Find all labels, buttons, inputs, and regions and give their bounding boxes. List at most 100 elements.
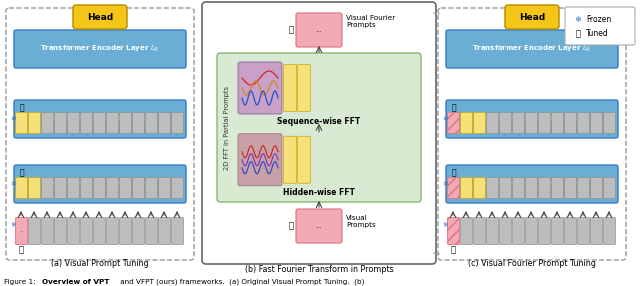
Text: 2D FFT in Partial Prompts: 2D FFT in Partial Prompts <box>224 86 230 170</box>
FancyBboxPatch shape <box>159 178 170 198</box>
Text: Head: Head <box>519 13 545 21</box>
Text: ❄: ❄ <box>442 116 448 122</box>
FancyBboxPatch shape <box>145 178 157 198</box>
FancyBboxPatch shape <box>604 112 616 134</box>
FancyBboxPatch shape <box>538 217 550 245</box>
FancyBboxPatch shape <box>461 178 472 198</box>
FancyBboxPatch shape <box>298 136 310 183</box>
FancyBboxPatch shape <box>120 217 131 245</box>
FancyBboxPatch shape <box>106 217 118 245</box>
FancyBboxPatch shape <box>525 112 538 134</box>
FancyBboxPatch shape <box>296 209 342 243</box>
Text: Tuned: Tuned <box>586 29 609 39</box>
FancyBboxPatch shape <box>14 100 186 138</box>
FancyBboxPatch shape <box>238 134 282 186</box>
FancyBboxPatch shape <box>513 178 525 198</box>
Text: ❄: ❄ <box>442 222 448 228</box>
FancyBboxPatch shape <box>93 217 106 245</box>
FancyBboxPatch shape <box>446 30 618 68</box>
Text: (c) Visual Fourier Prompt Tuning: (c) Visual Fourier Prompt Tuning <box>468 259 596 269</box>
Text: ...: ... <box>526 78 538 88</box>
FancyBboxPatch shape <box>474 217 486 245</box>
FancyBboxPatch shape <box>42 178 54 198</box>
FancyBboxPatch shape <box>106 112 118 134</box>
FancyBboxPatch shape <box>564 217 577 245</box>
FancyBboxPatch shape <box>486 112 499 134</box>
FancyBboxPatch shape <box>67 112 79 134</box>
FancyBboxPatch shape <box>577 178 589 198</box>
Text: 🔥: 🔥 <box>575 29 580 39</box>
FancyBboxPatch shape <box>577 217 589 245</box>
Text: ...: ... <box>316 27 323 33</box>
Text: Visual
Prompts: Visual Prompts <box>346 215 376 229</box>
FancyBboxPatch shape <box>486 178 499 198</box>
FancyBboxPatch shape <box>145 217 157 245</box>
FancyBboxPatch shape <box>42 112 54 134</box>
Text: Transformer Encoder Layer $L_2$: Transformer Encoder Layer $L_2$ <box>473 114 591 124</box>
Text: Sequence-wise FFT: Sequence-wise FFT <box>277 116 360 126</box>
FancyBboxPatch shape <box>15 178 28 198</box>
Text: Hidden-wise FFT: Hidden-wise FFT <box>283 188 355 197</box>
Text: ❄: ❄ <box>442 181 448 187</box>
FancyBboxPatch shape <box>29 178 40 198</box>
Text: Transformer Encoder Layer $L_1$: Transformer Encoder Layer $L_1$ <box>41 179 159 189</box>
FancyBboxPatch shape <box>172 112 184 134</box>
Text: Frozen: Frozen <box>586 15 611 23</box>
FancyBboxPatch shape <box>29 112 40 134</box>
FancyBboxPatch shape <box>54 217 67 245</box>
FancyBboxPatch shape <box>461 112 472 134</box>
FancyBboxPatch shape <box>474 178 486 198</box>
FancyBboxPatch shape <box>172 178 184 198</box>
FancyBboxPatch shape <box>446 165 618 203</box>
Text: ❄: ❄ <box>10 222 16 228</box>
FancyBboxPatch shape <box>577 112 589 134</box>
Text: 🔥: 🔥 <box>19 245 24 255</box>
Text: ...: ... <box>20 186 24 190</box>
FancyBboxPatch shape <box>81 217 93 245</box>
FancyBboxPatch shape <box>513 217 525 245</box>
FancyBboxPatch shape <box>67 217 79 245</box>
FancyBboxPatch shape <box>159 217 170 245</box>
Text: Transformer Encoder Layer $L_2$: Transformer Encoder Layer $L_2$ <box>41 114 159 124</box>
Text: Head: Head <box>87 13 113 21</box>
FancyBboxPatch shape <box>15 217 28 245</box>
FancyBboxPatch shape <box>159 112 170 134</box>
FancyBboxPatch shape <box>552 112 563 134</box>
FancyBboxPatch shape <box>81 178 93 198</box>
Text: 🔥: 🔥 <box>19 104 24 112</box>
FancyBboxPatch shape <box>14 30 186 68</box>
FancyBboxPatch shape <box>15 112 28 134</box>
FancyBboxPatch shape <box>564 112 577 134</box>
Text: Transformer Encoder Layer $L_N$: Transformer Encoder Layer $L_N$ <box>472 44 592 54</box>
FancyBboxPatch shape <box>591 217 602 245</box>
FancyBboxPatch shape <box>284 136 296 183</box>
FancyBboxPatch shape <box>604 178 616 198</box>
FancyBboxPatch shape <box>604 217 616 245</box>
Text: ...: ... <box>316 223 323 229</box>
Text: Overview of VPT: Overview of VPT <box>42 279 109 285</box>
FancyBboxPatch shape <box>505 5 559 29</box>
FancyBboxPatch shape <box>446 100 618 138</box>
FancyBboxPatch shape <box>513 112 525 134</box>
FancyBboxPatch shape <box>120 112 131 134</box>
FancyBboxPatch shape <box>54 178 67 198</box>
Text: 🔥: 🔥 <box>451 104 456 112</box>
FancyBboxPatch shape <box>499 178 511 198</box>
Text: 🔥: 🔥 <box>451 168 456 178</box>
FancyBboxPatch shape <box>67 178 79 198</box>
Text: ❄: ❄ <box>10 181 16 187</box>
FancyBboxPatch shape <box>93 112 106 134</box>
FancyBboxPatch shape <box>591 112 602 134</box>
FancyBboxPatch shape <box>54 112 67 134</box>
FancyBboxPatch shape <box>499 217 511 245</box>
FancyBboxPatch shape <box>447 112 460 134</box>
Text: 🔥: 🔥 <box>451 245 456 255</box>
FancyBboxPatch shape <box>565 7 635 45</box>
FancyBboxPatch shape <box>486 217 499 245</box>
FancyBboxPatch shape <box>29 217 40 245</box>
FancyBboxPatch shape <box>217 53 421 202</box>
FancyBboxPatch shape <box>499 112 511 134</box>
Text: ...: ... <box>94 78 106 88</box>
Text: ...: ... <box>20 121 24 125</box>
Text: and VFPT (ours) frameworks.  (a) Original Visual Prompt Tuning.  (b): and VFPT (ours) frameworks. (a) Original… <box>118 279 364 285</box>
